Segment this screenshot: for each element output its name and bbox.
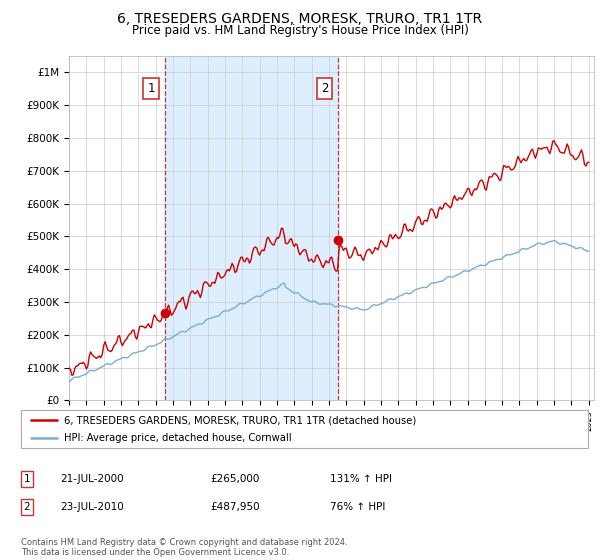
Text: Contains HM Land Registry data © Crown copyright and database right 2024.
This d: Contains HM Land Registry data © Crown c…	[21, 538, 347, 557]
Text: 6, TRESEDERS GARDENS, MORESK, TRURO, TR1 1TR (detached house): 6, TRESEDERS GARDENS, MORESK, TRURO, TR1…	[64, 415, 416, 425]
Bar	[165, 56, 338, 400]
Text: Price paid vs. HM Land Registry's House Price Index (HPI): Price paid vs. HM Land Registry's House …	[131, 24, 469, 36]
Text: 2: 2	[23, 502, 31, 512]
Text: 21-JUL-2000: 21-JUL-2000	[60, 474, 124, 484]
Text: 1: 1	[23, 474, 31, 484]
FancyBboxPatch shape	[21, 410, 588, 448]
Text: £265,000: £265,000	[210, 474, 259, 484]
Text: 6, TRESEDERS GARDENS, MORESK, TRURO, TR1 1TR: 6, TRESEDERS GARDENS, MORESK, TRURO, TR1…	[118, 12, 482, 26]
Text: 131% ↑ HPI: 131% ↑ HPI	[330, 474, 392, 484]
Text: HPI: Average price, detached house, Cornwall: HPI: Average price, detached house, Corn…	[64, 433, 291, 444]
Text: 23-JUL-2010: 23-JUL-2010	[60, 502, 124, 512]
Text: 1: 1	[148, 82, 155, 95]
Text: 2: 2	[321, 82, 328, 95]
Text: 76% ↑ HPI: 76% ↑ HPI	[330, 502, 385, 512]
Text: £487,950: £487,950	[210, 502, 260, 512]
